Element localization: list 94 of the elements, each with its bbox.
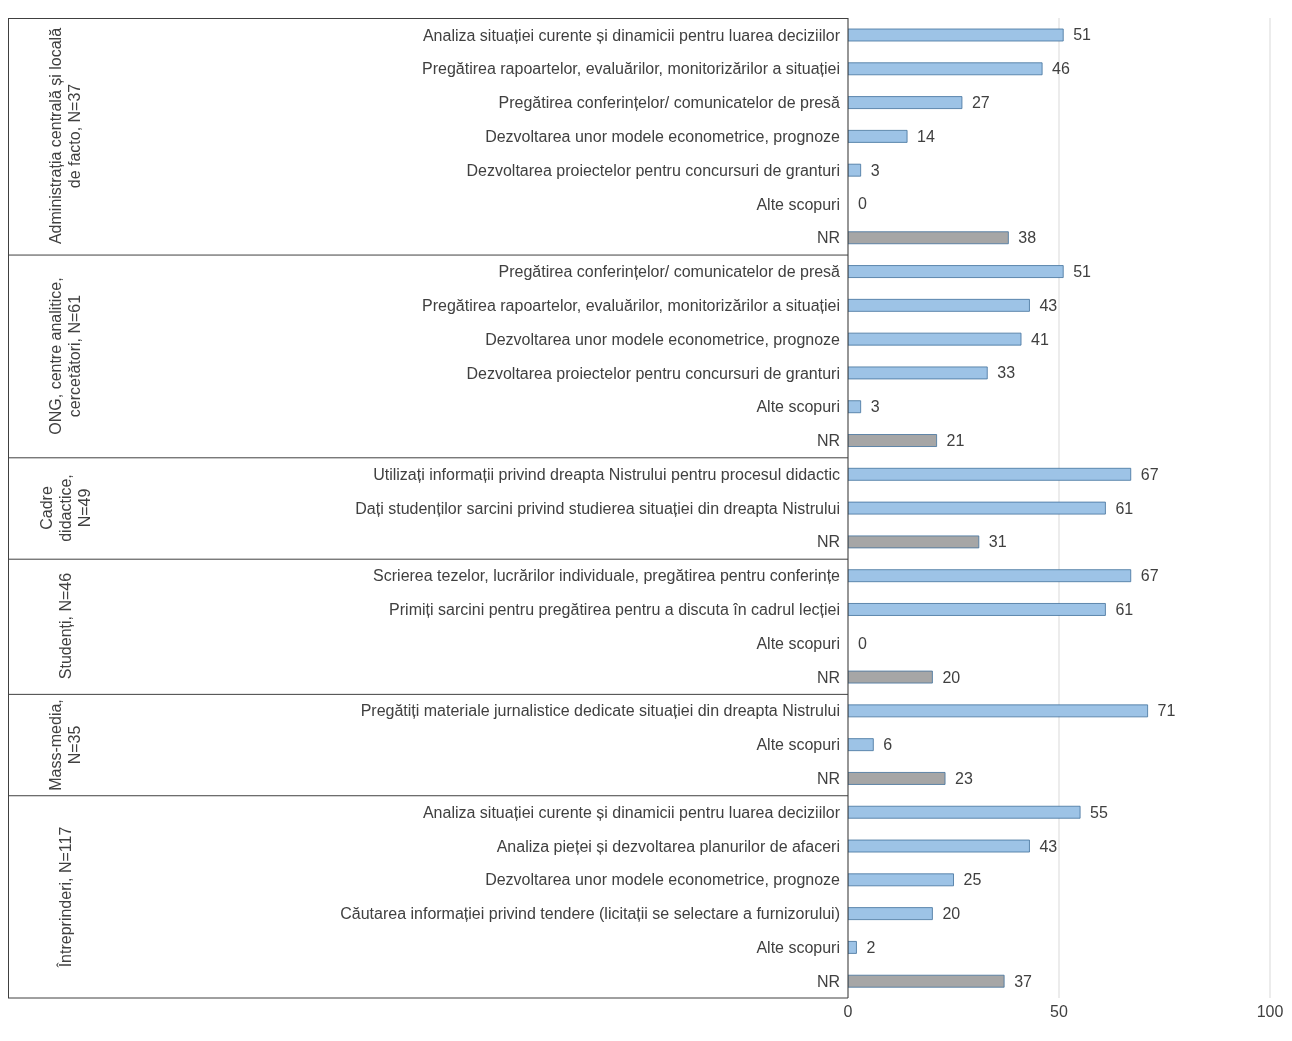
data-label: 71 [1157, 702, 1176, 720]
text: Studenți, N=46 [55, 572, 75, 682]
text: Cadre didactice, N=49 [36, 473, 94, 544]
data-label: 14 [917, 127, 935, 145]
y-tick-label: Analiza pieței și dezvoltarea planurilor de afaceri [496, 837, 840, 855]
bar [848, 231, 1009, 245]
y-tick-label: Pregătiți materiale jurnalistice dedicate situației din dreapta Nistrului [360, 702, 840, 720]
data-label: 20 [942, 668, 961, 686]
text: ONG, centre analitice, cercetători, N=61 [46, 276, 84, 437]
data-label: 41 [1031, 330, 1049, 348]
data-label: 37 [1014, 972, 1033, 990]
y-tick-label: Pregătirea conferințelor/ comunicatelor de presă [498, 94, 841, 112]
y-tick-label: Dezvoltarea proiectelor pentru concursuri de granturi [466, 161, 840, 179]
data-label: 25 [963, 871, 982, 889]
y-tick-label: Alte scopuri [756, 634, 840, 652]
data-label: 67 [1140, 465, 1159, 483]
data-label: 23 [955, 769, 973, 787]
data-label: 51 [1073, 263, 1092, 281]
bar [848, 704, 1149, 718]
y-tick-label: NR [816, 533, 840, 551]
text: Mass-media, N=35 [46, 697, 84, 793]
y-tick-label: NR [816, 229, 840, 247]
text: Administrația centrală și locală de facto, N=37 [46, 26, 84, 247]
bar [848, 265, 1064, 278]
bar [848, 163, 862, 177]
data-label: 2 [866, 938, 876, 956]
y-tick-label: Dezvoltarea unor modele econometrice, prognoze [485, 127, 841, 145]
bar [848, 670, 933, 684]
bar [848, 941, 857, 954]
y-tick-label: Alte scopuri [756, 736, 840, 754]
bar [848, 873, 954, 887]
data-label: 3 [870, 398, 880, 416]
data-label: 61 [1115, 499, 1134, 517]
y-tick-label: Alte scopuri [756, 938, 840, 956]
bar [848, 28, 1064, 42]
bar [848, 62, 1043, 76]
data-label: 33 [997, 364, 1016, 382]
y-tick-label: Pregătirea rapoartelor, evaluărilor, monitorizărilor a situației [422, 60, 840, 78]
data-label: 6 [883, 736, 893, 754]
y-tick-label: Alte scopuri [756, 195, 840, 213]
data-label: 20 [942, 905, 961, 923]
bar [848, 332, 1022, 346]
text: Întreprinderi, N=117 [55, 825, 75, 970]
data-label: 43 [1039, 296, 1058, 314]
data-label: 0 [858, 195, 867, 213]
y-tick-label: NR [816, 432, 840, 450]
data-label: 61 [1115, 600, 1134, 618]
y-tick-label: Dați studenților sarcini privind studierea situației din dreapta Nistrului [355, 499, 840, 517]
data-label: 27 [971, 94, 990, 112]
bar [848, 839, 1030, 853]
y-tick-label: Pregătirea rapoartelor, evaluărilor, monitorizărilor a situației [422, 296, 840, 314]
data-label: 43 [1039, 837, 1058, 855]
bar [848, 603, 1106, 616]
y-tick-label: Primiți sarcini pentru pregătirea pentru a discuta în cadrul lecției [389, 601, 840, 619]
bar [848, 366, 988, 380]
y-tick-label: NR [816, 668, 840, 686]
x-tick-label: 100 [1256, 1003, 1284, 1021]
bar [848, 907, 933, 921]
y-tick-label: Utilizați informații privind dreapta Nistrului pentru procesul didactic [373, 465, 840, 483]
bar [848, 501, 1106, 515]
x-tick-label: 0 [843, 1003, 853, 1021]
bar [848, 96, 963, 109]
data-label: 21 [946, 432, 965, 450]
y-tick-label: Analiza situației curente și dinamicii pentru luarea deciziilor [422, 26, 841, 44]
y-tick-label: Dezvoltarea proiectelor pentru concursuri de granturi [466, 364, 840, 382]
data-label: 51 [1073, 26, 1092, 44]
data-label: 46 [1052, 60, 1071, 78]
bar [848, 805, 1081, 819]
bar [848, 772, 946, 785]
bar [848, 129, 908, 143]
y-tick-label: NR [816, 972, 840, 990]
y-tick-label: NR [816, 770, 840, 788]
bar [848, 467, 1132, 481]
x-tick-label: 50 [1050, 1003, 1068, 1021]
y-tick-label: Analiza situației curente și dinamicii pentru luarea deciziilor [422, 803, 841, 821]
bar [848, 298, 1030, 312]
y-tick-label: Alte scopuri [756, 398, 840, 416]
data-label: 67 [1140, 567, 1159, 585]
y-tick-label: Dezvoltarea unor modele econometrice, prognoze [485, 871, 841, 889]
bar [848, 400, 862, 414]
bar [848, 535, 980, 549]
bar [848, 569, 1132, 583]
y-tick-label: Scrierea tezelor, lucrărilor individuale, pregătirea pentru conferințe [373, 567, 841, 585]
data-label: 3 [870, 161, 880, 179]
bar [848, 974, 1005, 988]
data-label: 0 [858, 634, 867, 652]
y-tick-label: Pregătirea conferințelor/ comunicatelor de presă [498, 263, 841, 281]
bar [848, 434, 938, 447]
data-label: 55 [1090, 803, 1108, 821]
data-label: 31 [988, 533, 1007, 551]
data-label: 38 [1018, 229, 1037, 247]
y-tick-label: Căutarea informației privind tendere (licitații se selectare a furnizorului) [340, 905, 840, 923]
bar [848, 738, 874, 752]
y-tick-label: Dezvoltarea unor modele econometrice, prognoze [485, 330, 841, 348]
